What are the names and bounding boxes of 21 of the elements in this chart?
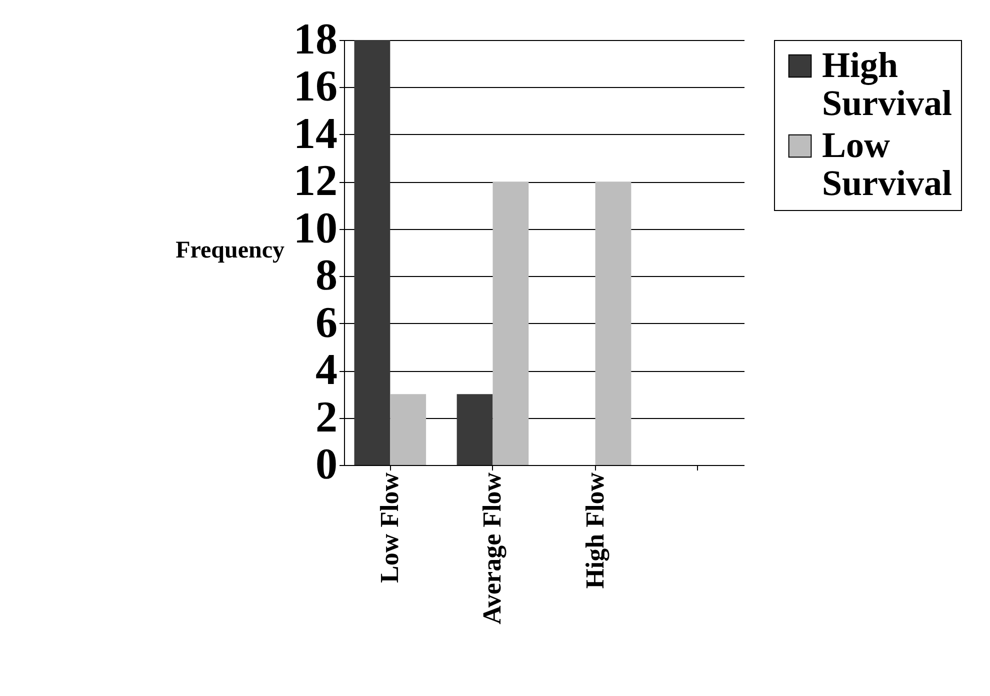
legend-label: High Survival [822,45,952,123]
x-tick-label: Low Flow [375,472,404,583]
y-tick-label: 12 [294,156,338,206]
bar [456,394,493,465]
y-tick-label: 2 [316,392,338,442]
x-tick-label: Average Flow [478,472,507,624]
bar [354,40,390,465]
y-tick-label: 10 [294,203,338,252]
bar [595,182,632,465]
y-tick-label: 6 [316,298,338,347]
y-axis-title: Frequency [176,238,284,264]
y-tick-label: 0 [316,440,338,488]
bar [492,182,529,465]
legend-label: Low Survival [822,125,952,203]
y-tick-label: 14 [294,108,338,158]
y-tick-label: 8 [316,250,338,300]
x-tick-label: High Flow [580,472,610,589]
y-tick-label: 16 [294,62,338,111]
y-tick-label: 18 [294,14,338,64]
y-tick-label: 4 [316,345,338,394]
bar [390,394,426,465]
